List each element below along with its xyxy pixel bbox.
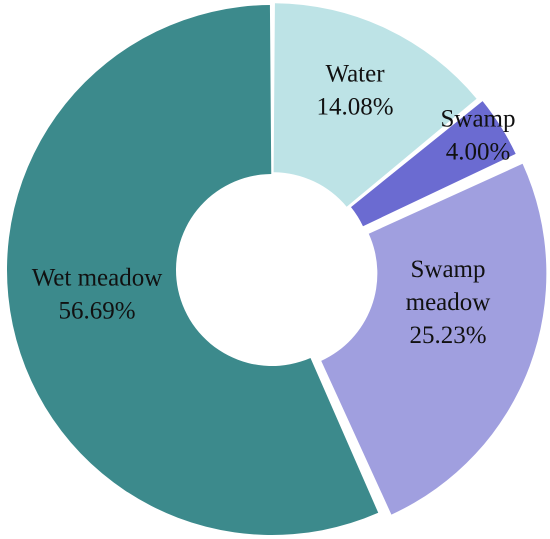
slice-name: Swamp — [441, 106, 516, 133]
slice-name: Swamp — [411, 256, 486, 283]
slice-value: 25.23% — [409, 322, 486, 349]
slice-value: 14.08% — [316, 94, 393, 121]
slice-name: Water — [325, 61, 385, 88]
slice-name: Wet meadow — [32, 265, 163, 292]
slice-name: meadow — [406, 289, 491, 316]
slice-label: Swamp meadow 25.23% — [406, 256, 491, 349]
slice-swamp — [350, 101, 516, 227]
slice-value: 4.00% — [446, 139, 511, 166]
slice-value: 56.69% — [58, 298, 135, 325]
slice-wet-meadow — [7, 5, 379, 535]
slice-label: Wet meadow 56.69% — [32, 265, 163, 325]
slices-layer — [7, 3, 547, 535]
slice-water — [273, 3, 477, 207]
labels-layer: Water 14.08% Swamp 4.00% Swamp meadow 25.23% We… — [32, 61, 516, 350]
slice-label: Swamp 4.00% — [441, 106, 516, 166]
slice-swamp-meadow — [321, 163, 547, 515]
slice-label: Water 14.08% — [316, 61, 393, 121]
